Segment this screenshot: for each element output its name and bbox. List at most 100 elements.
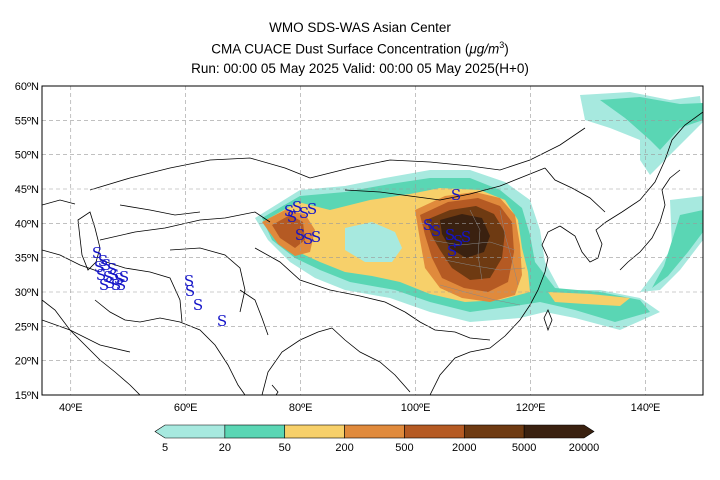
gridlines <box>42 86 703 395</box>
station-marker: S <box>184 272 194 290</box>
border-central-asia <box>99 211 271 241</box>
station-marker: S <box>217 312 227 330</box>
colorbar-label: 500 <box>395 442 414 454</box>
lon-label: 60ºE <box>174 402 198 414</box>
station-marker: S <box>453 232 463 250</box>
station-marker: S <box>99 276 109 294</box>
border-arabia <box>42 319 131 353</box>
colorbar-label: 5 <box>161 442 169 454</box>
station-marker: S <box>423 216 433 234</box>
dust-field <box>42 92 703 395</box>
lat-label: 40ºN <box>15 218 39 230</box>
lat-label: 35ºN <box>15 253 39 265</box>
station-marker: S <box>114 270 124 288</box>
title-line-2-text: CMA CUACE Dust Surface Concentration ( <box>211 41 470 57</box>
colorbar-segment <box>284 424 345 439</box>
province-borders <box>429 209 526 306</box>
lon-label: 100ºE <box>401 402 431 414</box>
border-russia-kazakhstan <box>89 157 311 191</box>
map-frame <box>41 85 704 396</box>
colorbar-segment <box>523 424 595 439</box>
lat-label: 20ºN <box>15 356 39 368</box>
dust-region-ne-20-50 <box>600 97 703 150</box>
border-china-mongolia <box>344 167 546 201</box>
station-marker: S <box>193 296 203 314</box>
coastline-black-sea <box>42 199 76 206</box>
lon-label: 40ºE <box>59 402 83 414</box>
station-marker: S <box>109 266 119 284</box>
lat-label: 45ºN <box>15 184 39 196</box>
colorbar-segment <box>344 424 405 439</box>
border-kazakhstan-uzbekistan <box>119 204 201 216</box>
lon-label: 140ºE <box>631 402 661 414</box>
colorbar-label: 2000 <box>452 442 477 454</box>
station-marker: S <box>103 268 113 286</box>
station-marker: S <box>284 202 294 220</box>
longitude-labels: 40ºE 60ºE 80ºE 100ºE 120ºE 140ºE <box>59 402 660 414</box>
colorbar <box>154 424 595 439</box>
station-marker: S <box>292 198 302 216</box>
province-border-5 <box>439 284 521 306</box>
coastline-taiwan <box>543 309 553 332</box>
colorbar-label: 20 <box>218 442 231 454</box>
border-china-southeast-asia <box>404 311 491 341</box>
coastline-south-asia <box>179 321 246 395</box>
coastline-arabia <box>42 299 141 395</box>
coastline-caspian <box>77 211 101 271</box>
lat-label: 55ºN <box>15 115 39 127</box>
colorbar-segment <box>404 424 465 439</box>
station-marker: S <box>461 228 471 246</box>
station-marker: S <box>299 204 309 222</box>
colorbar-label: 20000 <box>568 442 600 454</box>
title-line-2-suffix: ) <box>504 41 509 57</box>
coastline-russia-east <box>621 111 703 213</box>
colorbar-segment <box>154 424 226 439</box>
station-marker: S <box>92 244 102 262</box>
unit-text: μg/m <box>469 41 500 57</box>
lat-label: 60ºN <box>15 81 39 93</box>
lat-label: 30ºN <box>15 287 39 299</box>
colorbar-label: 5000 <box>511 442 537 454</box>
station-marker: S <box>105 274 115 292</box>
lat-label: 50ºN <box>15 150 39 162</box>
station-marker: S <box>431 222 441 240</box>
coastline-sri-lanka <box>271 384 279 395</box>
coastlines-borders <box>42 111 703 395</box>
title-line-2: CMA CUACE Dust Surface Concentration (μg… <box>0 40 720 57</box>
province-border-1 <box>429 239 516 251</box>
lon-label: 80ºE <box>289 402 313 414</box>
border-china-russia-northeast <box>544 167 606 213</box>
coastline-korea <box>559 211 623 263</box>
station-marker: S <box>94 258 104 276</box>
latitude-labels: 60ºN 55ºN 50ºN 45ºN 40ºN 35ºN 30ºN 25ºN 20ºN 15ºN <box>15 81 39 402</box>
border-iran <box>99 259 183 323</box>
province-border-2 <box>444 259 526 271</box>
colorbar-label: 50 <box>278 442 291 454</box>
coastline-japan <box>619 169 681 271</box>
title-line-3: Run: 00:00 05 May 2025 Valid: 00:00 05 M… <box>191 61 529 76</box>
station-marker: S <box>303 230 313 248</box>
station-marker: S <box>98 252 108 270</box>
dust-region-tibet-5-20 <box>345 222 402 262</box>
station-marker: S <box>116 276 126 294</box>
station-marker: S <box>447 242 457 260</box>
colorbar-segment <box>463 424 525 439</box>
station-marker: S <box>107 260 117 278</box>
lat-label: 15ºN <box>15 390 39 402</box>
station-marker: S <box>295 226 305 244</box>
station-marker: S <box>307 200 317 218</box>
province-border-3 <box>469 209 483 281</box>
coastline-india-east <box>261 327 333 395</box>
station-marker: S <box>111 276 121 294</box>
colorbar-segment <box>224 424 286 439</box>
border-iraq-syria <box>42 249 101 273</box>
border-afghanistan-pakistan <box>169 247 246 313</box>
unit-exponent: 3 <box>499 40 505 50</box>
dust-region-pacific-20-50 <box>652 210 703 288</box>
dust-region-east-50-200 <box>548 292 630 306</box>
lon-label: 120ºE <box>516 402 546 414</box>
station-marker: S <box>451 186 461 204</box>
station-marker: S <box>445 226 455 244</box>
station-marker: S <box>311 228 321 246</box>
